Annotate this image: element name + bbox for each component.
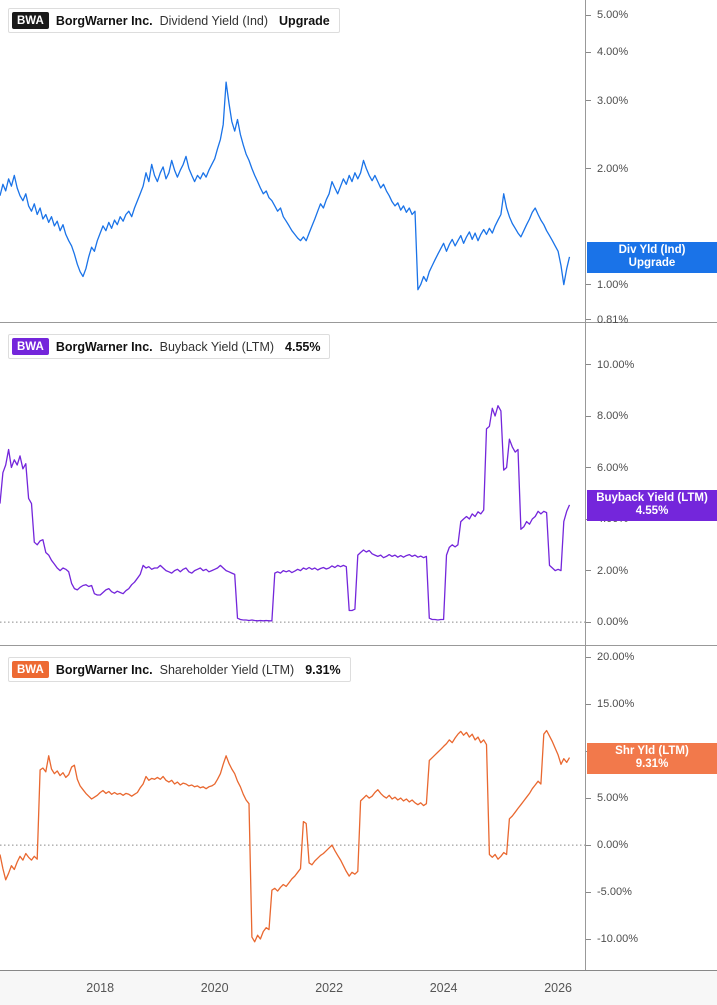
x-axis-label: 2018: [86, 981, 115, 995]
y-tick-label: 15.00%: [597, 698, 635, 711]
y-tick-mark: [586, 891, 591, 893]
y-tick-label: 2.00%: [597, 564, 629, 577]
y-tick-mark: [586, 168, 591, 170]
y-tick-mark: [586, 100, 591, 102]
y-tick-mark: [586, 319, 591, 321]
buyback-yield-line: [0, 405, 571, 622]
y-tick-label: 5.00%: [597, 9, 629, 22]
panel-shareholder-yield: BWA BorgWarner Inc. Shareholder Yield (L…: [0, 645, 585, 970]
series-value: 4.55%: [285, 339, 321, 354]
y-tick-label: 1.00%: [597, 278, 629, 291]
y-tick-label: -5.00%: [597, 886, 632, 899]
shareholder-yield-chart[interactable]: [0, 645, 585, 970]
y-tick-label: 3.00%: [597, 94, 629, 107]
panel-buyback-yield: BWA BorgWarner Inc. Buyback Yield (LTM) …: [0, 322, 585, 645]
company-name: BorgWarner Inc.: [55, 13, 153, 28]
y-tick-mark: [586, 656, 591, 658]
y-tick-mark: [586, 570, 591, 572]
y-tick-label: 0.00%: [597, 616, 629, 629]
y-tick-mark: [586, 284, 591, 286]
series-header-dividend-yield[interactable]: BWA BorgWarner Inc. Dividend Yield (Ind)…: [8, 8, 340, 33]
panel-divider: [0, 322, 717, 323]
x-axis: 2018 2020 2022 2024 2026: [0, 970, 717, 1005]
company-name: BorgWarner Inc.: [55, 339, 153, 354]
x-axis-label: 2024: [429, 981, 458, 995]
series-value: 9.31%: [305, 662, 341, 677]
upgrade-button[interactable]: Upgrade: [279, 13, 330, 28]
y-tick-label: 10.00%: [597, 358, 635, 371]
y-tick-mark: [586, 14, 591, 16]
y-tick-mark: [586, 415, 591, 417]
dividend-yield-line: [0, 81, 571, 291]
y-tick-label: 0.81%: [597, 313, 629, 326]
ticker-badge-2: BWA: [12, 661, 49, 678]
y-tick-mark: [586, 621, 591, 623]
x-axis-label: 2022: [315, 981, 344, 995]
shareholder-yield-line: [0, 729, 571, 943]
panel-divider: [0, 645, 717, 646]
y-tick-label: 6.00%: [597, 461, 629, 474]
series-header-shareholder-yield[interactable]: BWA BorgWarner Inc. Shareholder Yield (L…: [8, 657, 351, 682]
y-tick-mark: [586, 51, 591, 53]
badge-shr-yld: Shr Yld (LTM) 9.31%: [587, 742, 717, 774]
y-tick-mark: [586, 844, 591, 846]
badge-buyback-yield: Buyback Yield (LTM) 4.55%: [587, 489, 717, 521]
dividend-yield-chart[interactable]: [0, 0, 585, 322]
x-axis-label: 2020: [200, 981, 229, 995]
y-tick-label: 4.00%: [597, 46, 629, 59]
ticker-badge-1: BWA: [12, 338, 49, 355]
company-name: BorgWarner Inc.: [55, 662, 153, 677]
x-axis-label: 2026: [544, 981, 572, 995]
metric-name: Buyback Yield (LTM): [159, 339, 275, 354]
buyback-yield-chart[interactable]: [0, 322, 585, 645]
y-tick-mark: [586, 938, 591, 940]
y-tick-label: -10.00%: [597, 933, 638, 945]
y-tick-label: 5.00%: [597, 792, 629, 805]
y-tick-mark: [586, 467, 591, 469]
y-axis: 5.00% 4.00% 3.00% 2.00% 1.00% 0.81% Div Yld (I…: [585, 0, 717, 970]
y-tick-label: 2.00%: [597, 162, 629, 175]
series-header-buyback-yield[interactable]: BWA BorgWarner Inc. Buyback Yield (LTM) …: [8, 334, 331, 359]
y-tick-label: 0.00%: [597, 839, 629, 852]
y-tick-mark: [586, 364, 591, 365]
badge-div-yld[interactable]: Div Yld (Ind) Upgrade: [587, 241, 717, 273]
y-tick-mark: [586, 703, 591, 705]
panel-dividend-yield: BWA BorgWarner Inc. Dividend Yield (Ind)…: [0, 0, 585, 322]
y-tick-mark: [586, 797, 591, 799]
y-tick-label: 8.00%: [597, 410, 629, 422]
y-tick-label: 20.00%: [597, 651, 635, 664]
ticker-badge-0: BWA: [12, 12, 49, 29]
metric-name: Dividend Yield (Ind): [159, 13, 269, 28]
metric-name: Shareholder Yield (LTM): [159, 662, 295, 677]
